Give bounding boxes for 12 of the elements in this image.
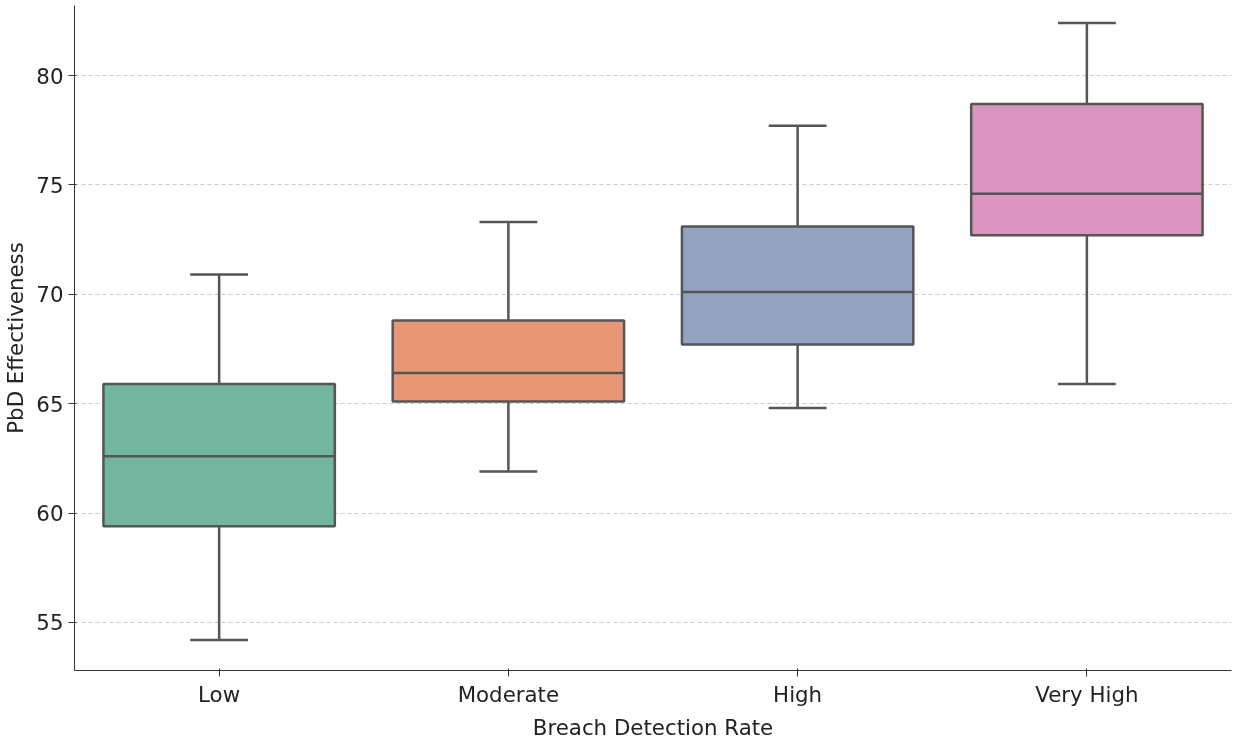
x-axis-title: Breach Detection Rate <box>532 714 774 740</box>
y-tick-label: 70 <box>36 282 64 308</box>
y-tick-label: 75 <box>36 172 64 198</box>
x-tick-label: Moderate <box>457 681 560 707</box>
x-tick-label: Low <box>198 681 241 707</box>
x-tick-label: Very High <box>1035 681 1139 707</box>
y-tick-label: 55 <box>36 610 64 636</box>
y-tick-label: 65 <box>36 391 64 417</box>
x-tick-label: High <box>773 681 823 707</box>
y-axis-title: PbD Effectiveness <box>3 242 29 434</box>
y-tick-label: 60 <box>36 501 64 526</box>
y-tick-label: 80 <box>36 63 64 89</box>
